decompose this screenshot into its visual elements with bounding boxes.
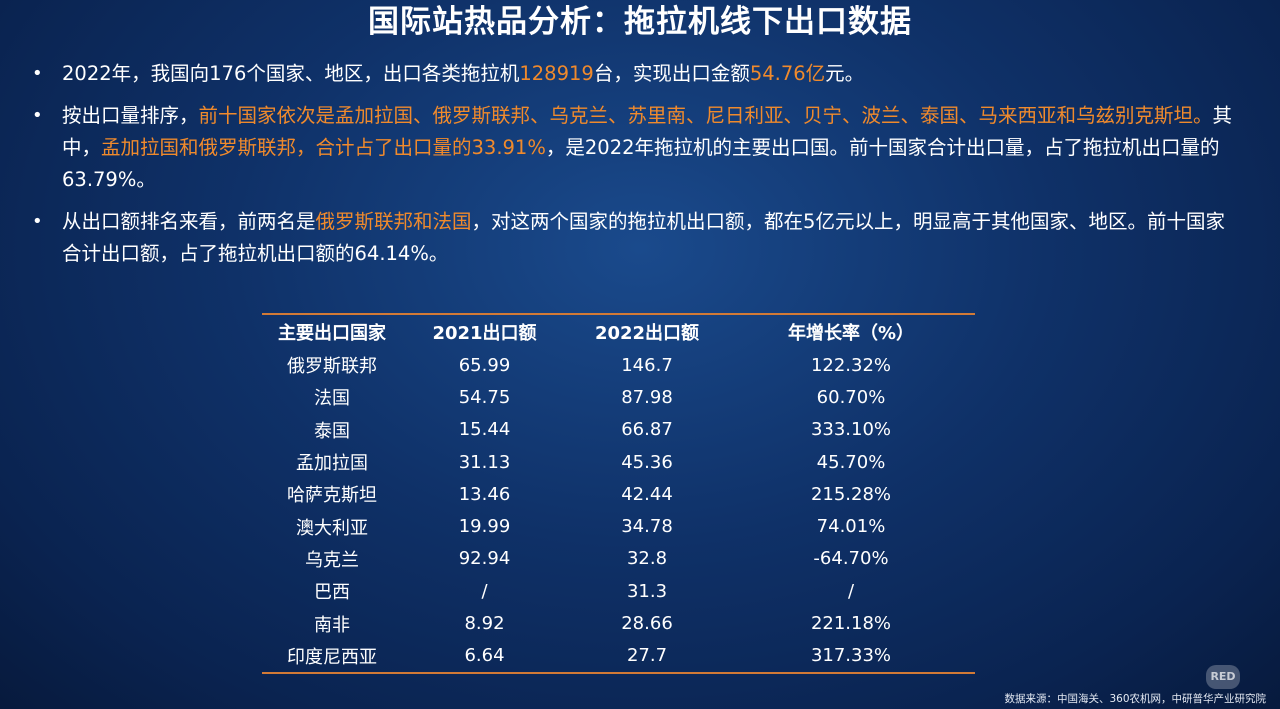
page-title: 国际站热品分析：拖拉机线下出口数据 [368,4,912,40]
cell-country: 印度尼西亚 [287,646,377,668]
data-source-note: 数据来源：中国海关、360农机网，中研普华产业研究院 [1004,693,1266,705]
cell-2021: 54.75 [458,386,511,408]
table-row: 法国 54.75 87.98 60.70% [262,381,975,413]
bullet-marker: • [32,211,43,232]
bullet-text: ，是2022年拖拉机的主要出口国。前十国家合计出口量，占了拖拉机出口量的63.7… [62,136,1220,191]
table-row: 澳大利亚 19.99 34.78 74.01% [262,510,975,542]
cell-country: 泰国 [314,420,350,442]
export-table: 主要出口国家 2021出口额 2022出口额 年增长率（%） 俄罗斯联邦 65.9… [262,315,975,672]
bullet-text: ，对这两个国家的拖拉机出口额，都在5亿元以上，明显高于其他国家、地区。前十国家合… [62,210,1225,265]
cell-country: 孟加拉国 [296,453,368,475]
cell-growth: 317.33% [810,645,892,667]
table-top-rule [262,313,975,315]
highlight-text: 128919 [519,62,594,85]
table-row: 哈萨克斯坦 13.46 42.44 215.28% [262,478,975,510]
bullet-marker: • [32,105,43,126]
cell-2021: 31.13 [458,451,511,473]
cell-growth: 333.10% [810,419,892,441]
table-body: 俄罗斯联邦 65.99 146.7 122.32% 法国 54.75 87.98 60.70%… [262,349,975,672]
header-2022: 2022出口额 [594,323,700,344]
cell-growth: / [847,580,855,602]
cell-country: 巴西 [314,582,350,604]
header-growth: 年增长率（%） [787,323,915,344]
cell-2022: 146.7 [621,354,673,376]
export-table-container: 主要出口国家 2021出口额 2022出口额 年增长率（%） 俄罗斯联邦 65.9… [262,313,975,674]
cell-country: 哈萨克斯坦 [287,485,377,507]
cell-2022: 34.78 [621,516,673,538]
cell-country: 法国 [314,388,350,410]
bullet-list: • 2022年，我国向176个国家、地区，出口各类拖拉机128919台，实现出口金… [32,58,1242,280]
cell-growth: 122.32% [810,354,892,376]
cell-2022: 42.44 [621,483,673,505]
cell-country: 澳大利亚 [296,517,368,539]
cell-2021: 15.44 [458,419,511,441]
cell-2021: 8.92 [464,613,505,635]
bullet-marker: • [32,63,43,84]
table-header-row: 主要出口国家 2021出口额 2022出口额 年增长率（%） [262,315,975,349]
table-row: 印度尼西亚 6.64 27.7 317.33% [262,640,975,672]
header-country: 主要出口国家 [278,323,386,344]
cell-2022: 66.87 [621,419,673,441]
bullet-text: 元。 [825,62,865,85]
cell-growth: 60.70% [816,386,886,408]
cell-growth: -64.70% [813,548,889,570]
bullet-item: • 按出口量排序，前十国家依次是孟加拉国、俄罗斯联邦、乌克兰、苏里南、尼日利亚、贝… [32,100,1242,196]
table-bottom-rule [262,671,975,674]
cell-2022: 27.7 [626,645,668,667]
cell-2022: 28.66 [621,613,673,635]
cell-2021: 92.94 [458,548,511,570]
table-row: 南非 8.92 28.66 221.18% [262,607,975,639]
table-row: 泰国 15.44 66.87 333.10% [262,414,975,446]
bullet-text: 台，实现出口金额 [593,62,750,85]
highlight-text: 俄罗斯联邦和法国 [315,210,472,233]
bullet-text: 从出口额排名来看，前两名是 [62,210,316,233]
bullet-item: • 2022年，我国向176个国家、地区，出口各类拖拉机128919台，实现出口金… [32,58,1242,90]
cell-2021: 19.99 [458,516,511,538]
cell-growth: 74.01% [816,516,886,538]
cell-2022: 32.8 [626,548,668,570]
cell-2021: / [481,580,488,602]
cell-country: 南非 [314,614,350,636]
cell-country: 俄罗斯联邦 [287,356,377,378]
table-row: 乌克兰 92.94 32.8 -64.70% [262,543,975,575]
highlight-text: 孟加拉国和俄罗斯联邦，合计占了出口量的33.91% [101,136,546,159]
table-row: 孟加拉国 31.13 45.36 45.70% [262,446,975,478]
cell-2021: 6.64 [464,645,505,667]
bullet-item: • 从出口额排名来看，前两名是俄罗斯联邦和法国，对这两个国家的拖拉机出口额，都在5… [32,206,1242,270]
highlight-text: 前十国家依次是孟加拉国、俄罗斯联邦、乌克兰、苏里南、尼日利亚、贝宁、波兰、泰国、… [198,104,1213,127]
cell-growth: 45.70% [816,451,886,473]
bullet-text: 按出口量排序， [62,104,199,127]
cell-growth: 215.28% [810,483,892,505]
cell-2021: 13.46 [458,483,511,505]
cell-country: 乌克兰 [305,549,359,571]
table-row: 俄罗斯联邦 65.99 146.7 122.32% [262,349,975,381]
bullet-text: 其中， [62,104,1233,159]
cell-2022: 45.36 [621,451,673,473]
cell-2022: 31.3 [626,580,668,602]
header-2021: 2021出口额 [432,323,537,344]
cell-2021: 65.99 [458,354,511,376]
table-row: 巴西 / 31.3 / [262,575,975,607]
bullet-text: 2022年，我国向176个国家、地区，出口各类拖拉机 [62,62,520,85]
cell-growth: 221.18% [810,613,892,635]
cell-2022: 87.98 [621,386,673,408]
watermark-logo: RED [1206,665,1240,689]
highlight-text: 54.76亿 [749,62,826,85]
